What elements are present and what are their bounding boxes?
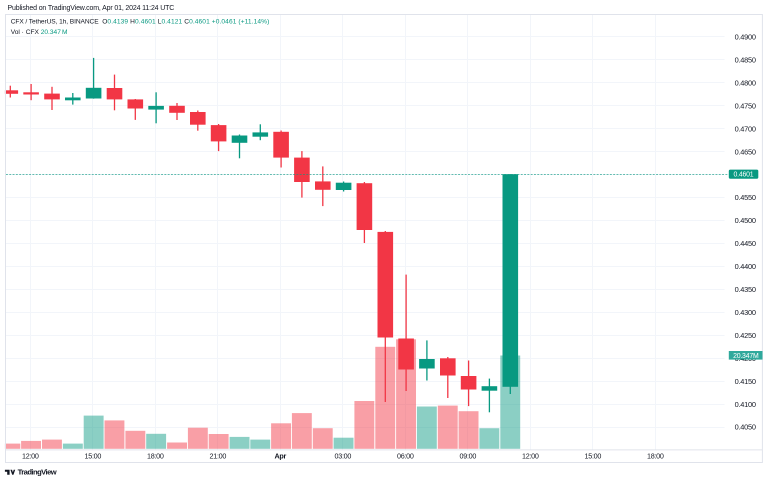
svg-text:TradingView: TradingView [18, 467, 57, 476]
svg-text:18:00: 18:00 [647, 452, 664, 461]
svg-text:12:00: 12:00 [522, 452, 539, 461]
svg-text:0.4700: 0.4700 [735, 124, 756, 133]
svg-text:Published on TradingView.com,: Published on TradingView.com, Apr 01, 20… [8, 5, 175, 12]
svg-text:0.4550: 0.4550 [735, 193, 756, 202]
svg-text:18:00: 18:00 [147, 452, 164, 461]
svg-text:0.4650: 0.4650 [735, 147, 756, 156]
svg-text:0.4050: 0.4050 [735, 423, 756, 432]
svg-text:CFX / TetherUS, 1h, BINANCE: CFX / TetherUS, 1h, BINANCE [11, 19, 100, 26]
svg-text:0.4250: 0.4250 [735, 331, 756, 340]
svg-text:0.4900: 0.4900 [735, 33, 756, 42]
svg-text:09:00: 09:00 [460, 452, 477, 461]
svg-text:20.347M: 20.347M [41, 29, 68, 36]
svg-text:0.4500: 0.4500 [735, 216, 756, 225]
svg-text:20.347M: 20.347M [733, 353, 759, 360]
svg-text:15:00: 15:00 [585, 452, 602, 461]
svg-text:Vol · CFX: Vol · CFX [11, 29, 40, 36]
svg-text:0.4100: 0.4100 [735, 400, 756, 409]
svg-text:21:00: 21:00 [210, 452, 227, 461]
svg-text:12:00: 12:00 [22, 452, 39, 461]
svg-text:0.4850: 0.4850 [735, 56, 756, 65]
svg-text:06:00: 06:00 [397, 452, 414, 461]
svg-text:0.4300: 0.4300 [735, 308, 756, 317]
svg-text:0.4350: 0.4350 [735, 285, 756, 294]
svg-text:0.4400: 0.4400 [735, 262, 756, 271]
svg-text:0.4150: 0.4150 [735, 377, 756, 386]
svg-text:15:00: 15:00 [85, 452, 102, 461]
svg-text:0.4750: 0.4750 [735, 101, 756, 110]
svg-text:0.4450: 0.4450 [735, 239, 756, 248]
svg-text:Apr: Apr [275, 452, 287, 461]
svg-text:O0.4139 H0.4601 L0.4121 C0.460: O0.4139 H0.4601 L0.4121 C0.4601 +0.0461 … [102, 19, 269, 26]
svg-text:0.4800: 0.4800 [735, 79, 756, 88]
svg-text:03:00: 03:00 [335, 452, 352, 461]
svg-text:0.4601: 0.4601 [734, 172, 754, 179]
